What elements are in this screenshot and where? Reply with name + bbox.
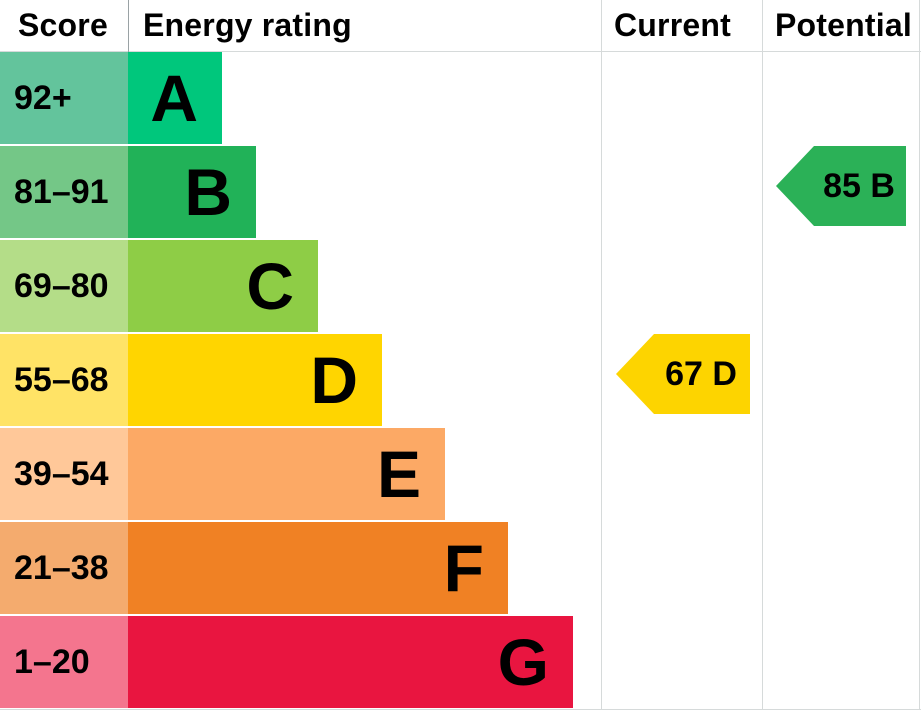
potential-column-divider [762, 0, 763, 710]
band-row-c: 69–80 C [0, 240, 921, 334]
rating-bands: 92+ A 81–91 B 69–80 C 55–68 D 39–54 E 21… [0, 52, 921, 710]
band-c-bar: C [128, 240, 318, 332]
band-a-score-range: 92+ [0, 52, 128, 144]
band-a-letter: A [150, 61, 198, 135]
band-g-letter: G [497, 625, 549, 699]
band-a-bar: A [128, 52, 222, 144]
band-e-bar: E [128, 428, 445, 520]
band-f-score-range: 21–38 [0, 522, 128, 614]
header-energy-rating: Energy rating [143, 7, 352, 43]
band-b-bar: B [128, 146, 256, 238]
potential-arrow-icon: 85 B [776, 146, 906, 226]
band-f-letter: F [443, 531, 484, 605]
band-d-bar: D [128, 334, 382, 426]
potential-marker: 85 B [776, 146, 906, 226]
header-score: Score [18, 7, 108, 43]
band-c-score-range: 69–80 [0, 240, 128, 332]
band-e-letter: E [376, 437, 421, 511]
band-g-bar: G [128, 616, 573, 708]
band-c-letter: C [246, 249, 294, 323]
band-b-score-range: 81–91 [0, 146, 128, 238]
chart-header: Score Energy rating Current Potential [0, 0, 921, 52]
band-d-score-range: 55–68 [0, 334, 128, 426]
right-border-line [919, 0, 920, 710]
potential-marker-label: 85 B [823, 167, 895, 205]
band-row-e: 39–54 E [0, 428, 921, 522]
current-column-divider [601, 0, 602, 710]
band-row-a: 92+ A [0, 52, 921, 146]
band-row-d: 55–68 D [0, 334, 921, 428]
current-arrow-icon: 67 D [616, 334, 750, 414]
band-row-b: 81–91 B [0, 146, 921, 240]
header-current: Current [614, 7, 731, 43]
band-e-score-range: 39–54 [0, 428, 128, 520]
band-f-bar: F [128, 522, 508, 614]
current-marker: 67 D [616, 334, 750, 414]
header-potential: Potential [775, 7, 912, 43]
score-column-divider [128, 0, 129, 52]
band-b-letter: B [184, 155, 232, 229]
band-row-f: 21–38 F [0, 522, 921, 616]
band-g-score-range: 1–20 [0, 616, 128, 708]
band-row-g: 1–20 G [0, 616, 921, 710]
current-marker-label: 67 D [665, 355, 737, 393]
band-d-letter: D [310, 343, 358, 417]
